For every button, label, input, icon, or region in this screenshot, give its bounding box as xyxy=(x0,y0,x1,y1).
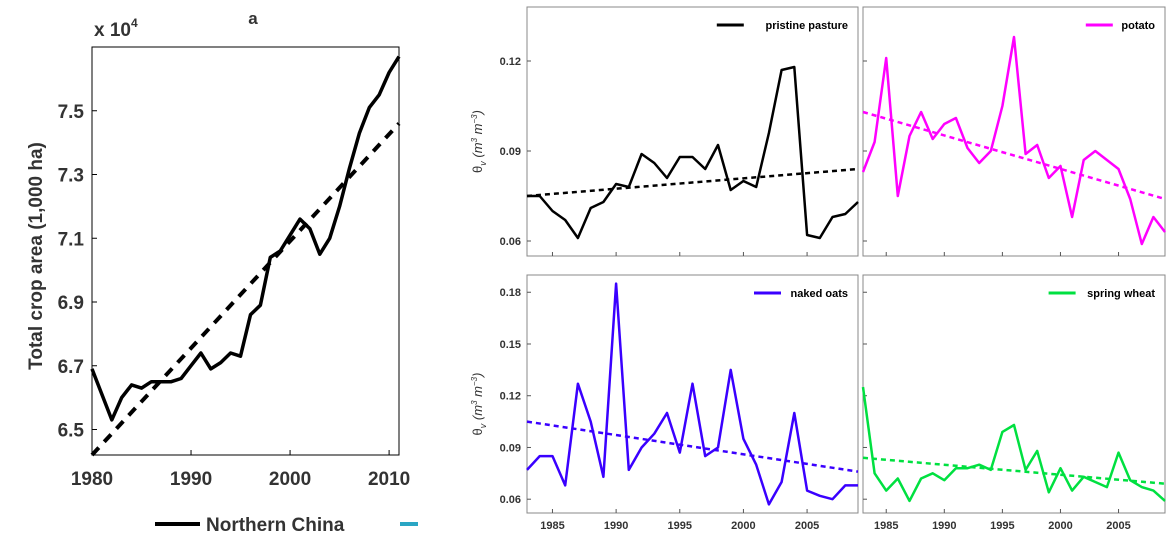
series-line-naked-oats xyxy=(526,282,858,506)
y-tick-label: 0.06 xyxy=(500,236,521,248)
series-line-spring-wheat xyxy=(861,386,1166,503)
x-tick-label: 1985 xyxy=(540,520,564,532)
x-tick-label: 1990 xyxy=(604,520,628,532)
trend-line-pristine-pasture xyxy=(526,167,859,198)
legend-label-potato: potato xyxy=(1121,20,1155,32)
series-line-pristine-pasture xyxy=(527,65,859,240)
trend-line-potato xyxy=(862,110,1166,201)
x-tick-label: 1990 xyxy=(170,469,212,490)
y-tick-label: 7.5 xyxy=(58,102,85,123)
y-tick-label: 7.1 xyxy=(58,229,85,250)
x-tick-label: 1980 xyxy=(71,469,113,490)
series-line-northern-china xyxy=(90,55,401,422)
y-tick-label: 7.3 xyxy=(58,166,84,187)
x-tick-label: 2000 xyxy=(1048,520,1072,532)
trend-line-spring-wheat xyxy=(862,456,1166,485)
plot-frame-spring-wheat xyxy=(862,274,1166,514)
axis-multiplier: x 104 xyxy=(94,16,138,41)
plot-frame-a xyxy=(91,46,400,456)
trend-line-a xyxy=(90,122,401,457)
x-tick-label: 2005 xyxy=(1106,520,1130,532)
x-tick-label: 2005 xyxy=(795,520,819,532)
y-tick-label: 6.5 xyxy=(58,421,85,442)
legend-label-spring-wheat: spring wheat xyxy=(1087,288,1155,300)
x-tick-label: 2000 xyxy=(269,469,311,490)
legend-label-northern-china: Northern China xyxy=(206,515,345,536)
y-tick-label: 0.12 xyxy=(500,56,521,68)
y-axis-label-a: Total crop area (1,000 ha) xyxy=(26,142,47,370)
x-tick-label: 1995 xyxy=(990,520,1014,532)
y-tick-label: 6.9 xyxy=(58,293,84,314)
y-tick-label: 0.18 xyxy=(500,287,521,299)
plot-frame-potato xyxy=(862,6,1166,257)
y-tick-label: 0.15 xyxy=(500,339,521,351)
x-tick-label: 1995 xyxy=(668,520,692,532)
x-tick-label: 1985 xyxy=(874,520,898,532)
y-tick-label: 0.09 xyxy=(500,146,521,158)
x-tick-label: 1990 xyxy=(932,520,956,532)
x-tick-label: 2000 xyxy=(731,520,755,532)
plot-frame-pristine-pasture xyxy=(526,6,859,257)
y-tick-label: 6.7 xyxy=(58,357,84,378)
plot-frame-naked-oats xyxy=(526,274,859,514)
panel-title-a: a xyxy=(248,9,258,28)
legend-label-pristine-pasture: pristine pasture xyxy=(765,20,848,32)
y-tick-label: 0.06 xyxy=(500,494,521,506)
y-axis-label-pristine-pasture: θv (m3 m−3) xyxy=(470,110,488,173)
x-tick-label: 2010 xyxy=(368,469,410,490)
legend-label-naked-oats: naked oats xyxy=(791,288,848,300)
y-axis-label-naked-oats: θv (m3 m−3) xyxy=(470,373,488,436)
axis-multiplier-exponent: 4 xyxy=(131,16,138,30)
y-tick-label: 0.09 xyxy=(500,442,521,454)
series-line-potato xyxy=(861,35,1166,246)
trend-line-naked-oats xyxy=(526,420,859,473)
y-tick-label: 0.12 xyxy=(500,391,521,403)
